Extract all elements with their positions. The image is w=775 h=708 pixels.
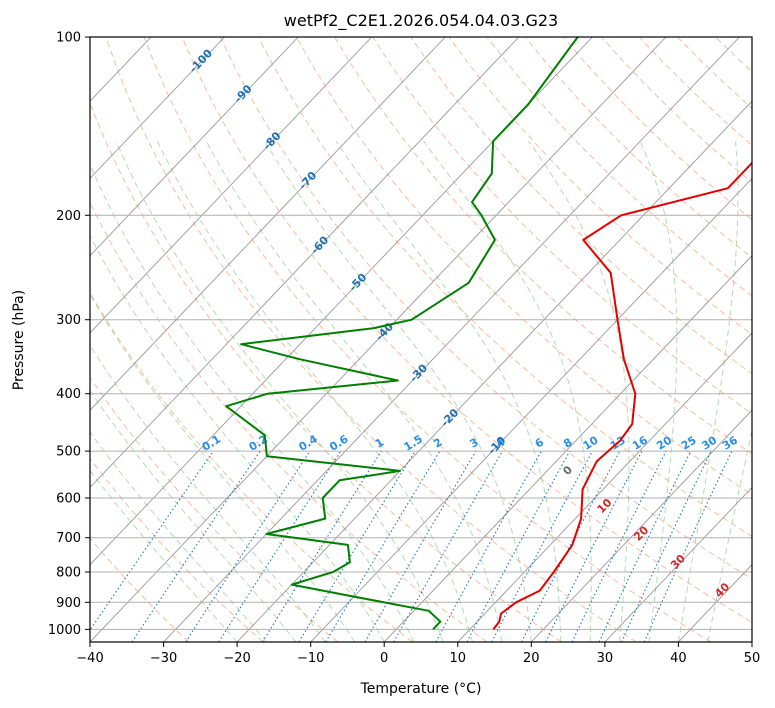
dry-adiabat bbox=[410, 37, 752, 375]
x-tick-label: 40 bbox=[670, 651, 687, 666]
mixing-ratio-line bbox=[218, 450, 342, 642]
isotherm-line bbox=[90, 37, 520, 489]
dry-adiabat bbox=[181, 37, 752, 623]
dry-adiabat bbox=[219, 37, 752, 580]
chart-title: wetPf2_C2E1.2026.054.04.03.G23 bbox=[284, 11, 558, 31]
profiles bbox=[225, 37, 752, 631]
isotherm-line bbox=[530, 409, 752, 642]
y-tick-label: 800 bbox=[56, 566, 81, 581]
dry-adiabat bbox=[90, 457, 264, 642]
isotherm-line bbox=[90, 37, 446, 411]
dry-adiabat bbox=[90, 101, 562, 642]
x-tick-label: 50 bbox=[744, 651, 761, 666]
isotherm-line bbox=[383, 255, 752, 642]
y-tick-label: 700 bbox=[56, 531, 81, 546]
isotherm-line bbox=[90, 37, 299, 257]
background-lines bbox=[90, 37, 752, 642]
y-tick-label: 500 bbox=[56, 445, 81, 460]
mixing-ratio-line bbox=[435, 450, 542, 642]
dry-adiabat bbox=[372, 37, 752, 415]
isotherm-line bbox=[90, 37, 373, 334]
x-axis: −40 −30 −20 −10 0 10 20 30 40 50 bbox=[76, 642, 760, 666]
dry-adiabat bbox=[448, 37, 752, 336]
mixing-ratio-line bbox=[298, 450, 416, 642]
dry-adiabat bbox=[105, 37, 637, 642]
y-tick-label: 600 bbox=[56, 492, 81, 507]
mixing-ratio-line bbox=[571, 450, 667, 642]
x-tick-label: −20 bbox=[223, 651, 250, 666]
dry-adiabat bbox=[334, 37, 752, 455]
mixing-ratio-line bbox=[545, 450, 643, 642]
y-tick-label: 400 bbox=[56, 387, 81, 402]
x-tick-label: 10 bbox=[450, 651, 467, 666]
dry-adiabat bbox=[296, 37, 752, 496]
isotherm-line bbox=[90, 37, 225, 180]
isotherm-line bbox=[236, 100, 752, 642]
plot-frame bbox=[89, 36, 753, 643]
y-axis: 100 200 300 400 500 600 700 800 900 1000 bbox=[48, 31, 90, 638]
x-tick-label: −40 bbox=[76, 651, 103, 666]
dry-adiabat bbox=[143, 37, 712, 642]
dry-adiabat bbox=[90, 201, 488, 642]
mixing-ratio-line bbox=[131, 450, 261, 642]
y-tick-label: 900 bbox=[56, 596, 81, 611]
x-tick-label: 30 bbox=[597, 651, 614, 666]
mixing-ratio-line bbox=[90, 450, 214, 631]
isotherm-line bbox=[163, 37, 740, 642]
temperature-profile bbox=[492, 161, 752, 631]
isotherm-line bbox=[90, 37, 667, 642]
x-tick-label: −10 bbox=[297, 651, 324, 666]
dewpoint-profile bbox=[225, 37, 579, 631]
y-tick-label: 300 bbox=[56, 313, 81, 328]
mixing-ratio-line bbox=[185, 450, 311, 642]
y-tick-label: 1000 bbox=[48, 623, 81, 638]
y-tick-label: 200 bbox=[56, 209, 81, 224]
isotherm-line bbox=[604, 486, 752, 642]
y-axis-label: Pressure (hPa) bbox=[11, 290, 27, 390]
x-axis-label: Temperature (°C) bbox=[360, 681, 482, 697]
x-tick-label: −30 bbox=[150, 651, 177, 666]
y-tick-label: 100 bbox=[56, 31, 81, 46]
x-tick-label: 20 bbox=[523, 651, 540, 666]
mixing-ratio-line bbox=[466, 450, 571, 642]
dry-adiabat bbox=[486, 37, 752, 297]
isotherm-line bbox=[457, 332, 752, 642]
x-tick-label: 0 bbox=[380, 651, 388, 666]
isotherm-line bbox=[310, 177, 752, 642]
